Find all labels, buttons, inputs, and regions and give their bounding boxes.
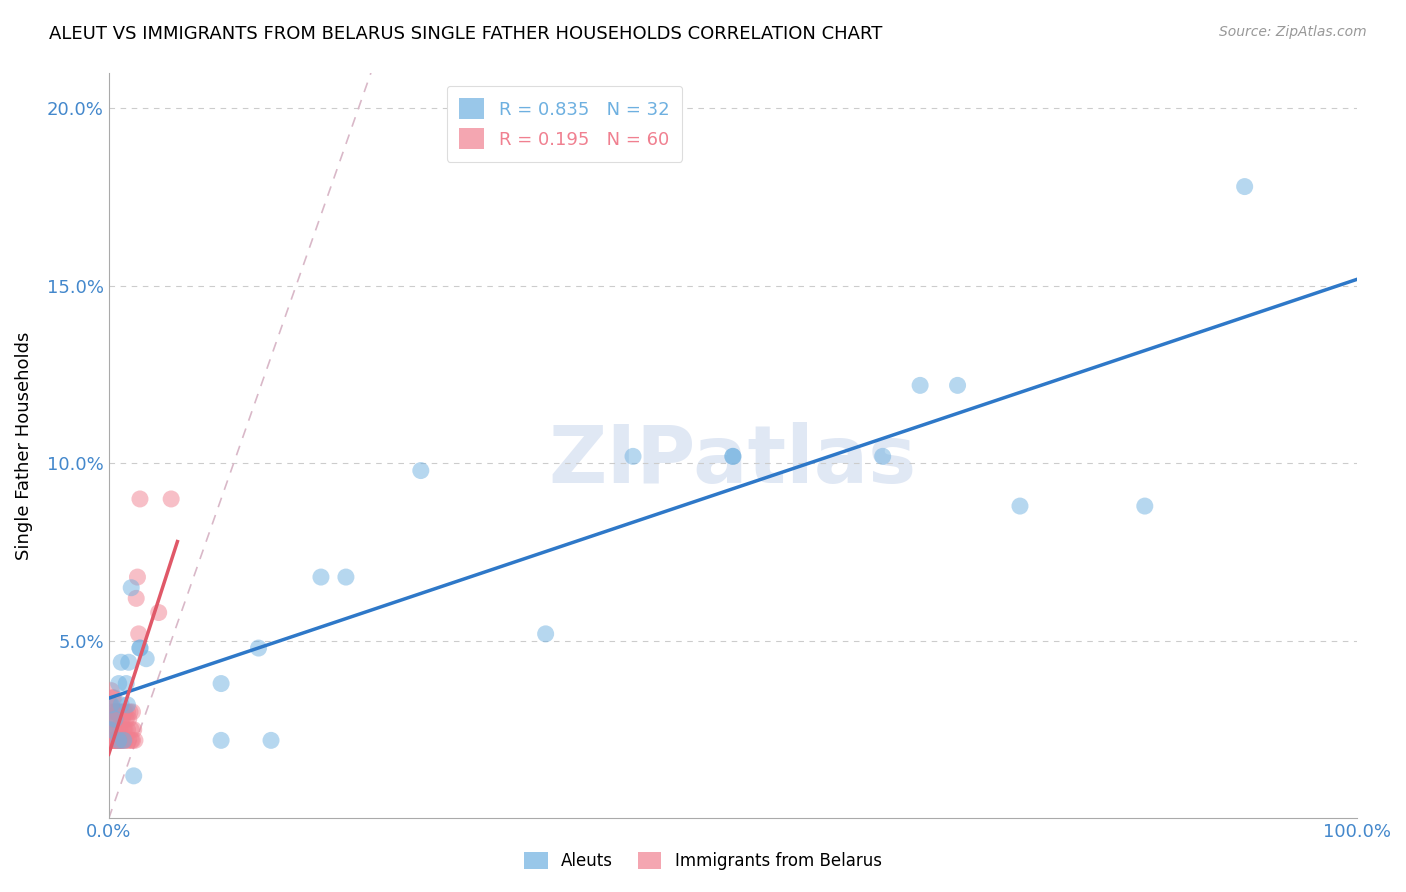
Point xyxy=(534,627,557,641)
Point xyxy=(209,676,232,690)
Point xyxy=(124,733,146,747)
Point xyxy=(107,733,129,747)
Point xyxy=(1233,179,1256,194)
Point xyxy=(98,733,121,747)
Point xyxy=(115,676,138,690)
Point xyxy=(105,733,128,747)
Point xyxy=(112,733,135,747)
Point xyxy=(160,491,183,506)
Point xyxy=(108,733,131,747)
Point xyxy=(104,712,127,726)
Point xyxy=(111,712,134,726)
Point xyxy=(872,450,894,464)
Point xyxy=(117,705,139,719)
Point xyxy=(110,733,132,747)
Point xyxy=(107,733,129,747)
Point xyxy=(105,705,128,719)
Point xyxy=(107,723,129,737)
Text: ALEUT VS IMMIGRANTS FROM BELARUS SINGLE FATHER HOUSEHOLDS CORRELATION CHART: ALEUT VS IMMIGRANTS FROM BELARUS SINGLE … xyxy=(49,25,883,43)
Point xyxy=(129,641,152,656)
Point xyxy=(309,570,332,584)
Point xyxy=(100,698,122,712)
Point xyxy=(103,712,125,726)
Point xyxy=(107,705,129,719)
Point xyxy=(946,378,969,392)
Point xyxy=(112,723,135,737)
Point xyxy=(107,733,129,747)
Point xyxy=(110,712,132,726)
Point xyxy=(125,591,148,606)
Point xyxy=(104,723,127,737)
Point xyxy=(108,705,131,719)
Point xyxy=(128,627,150,641)
Point xyxy=(100,683,122,698)
Point xyxy=(117,723,139,737)
Point xyxy=(111,733,134,747)
Point xyxy=(103,733,125,747)
Point xyxy=(721,450,744,464)
Point xyxy=(115,712,138,726)
Point xyxy=(148,606,170,620)
Point xyxy=(120,581,142,595)
Point xyxy=(114,733,136,747)
Point xyxy=(101,733,124,747)
Legend: Aleuts, Immigrants from Belarus: Aleuts, Immigrants from Belarus xyxy=(517,845,889,877)
Point xyxy=(112,705,135,719)
Point xyxy=(118,655,141,669)
Y-axis label: Single Father Households: Single Father Households xyxy=(15,332,32,560)
Point xyxy=(247,641,270,656)
Point xyxy=(118,733,141,747)
Point xyxy=(104,733,127,747)
Point xyxy=(100,723,122,737)
Point xyxy=(117,698,139,712)
Point xyxy=(107,676,129,690)
Point xyxy=(127,570,149,584)
Point xyxy=(120,723,142,737)
Point xyxy=(110,705,132,719)
Point xyxy=(1133,499,1156,513)
Point xyxy=(104,705,127,719)
Point xyxy=(107,733,129,747)
Point xyxy=(98,723,121,737)
Legend: R = 0.835   N = 32, R = 0.195   N = 60: R = 0.835 N = 32, R = 0.195 N = 60 xyxy=(447,86,682,161)
Point xyxy=(120,733,142,747)
Point xyxy=(129,491,152,506)
Text: Source: ZipAtlas.com: Source: ZipAtlas.com xyxy=(1219,25,1367,39)
Point xyxy=(335,570,357,584)
Point xyxy=(103,733,125,747)
Text: ZIPatlas: ZIPatlas xyxy=(548,422,917,500)
Point xyxy=(1008,499,1031,513)
Point xyxy=(409,464,432,478)
Point xyxy=(118,705,141,719)
Point xyxy=(721,450,744,464)
Point xyxy=(908,378,931,392)
Point xyxy=(103,690,125,705)
Point xyxy=(121,733,143,747)
Point xyxy=(260,733,283,747)
Point xyxy=(122,769,145,783)
Point xyxy=(110,655,132,669)
Point xyxy=(108,723,131,737)
Point xyxy=(110,733,132,747)
Point xyxy=(110,698,132,712)
Point xyxy=(121,705,143,719)
Point xyxy=(129,641,152,656)
Point xyxy=(101,690,124,705)
Point xyxy=(101,712,124,726)
Point xyxy=(107,705,129,719)
Point xyxy=(122,723,145,737)
Point xyxy=(98,698,121,712)
Point xyxy=(118,712,141,726)
Point xyxy=(209,733,232,747)
Point xyxy=(135,651,157,665)
Point xyxy=(98,712,121,726)
Point xyxy=(114,705,136,719)
Point xyxy=(621,450,644,464)
Point xyxy=(105,733,128,747)
Point xyxy=(114,723,136,737)
Point xyxy=(100,705,122,719)
Point xyxy=(101,733,124,747)
Point xyxy=(104,723,127,737)
Point xyxy=(115,733,138,747)
